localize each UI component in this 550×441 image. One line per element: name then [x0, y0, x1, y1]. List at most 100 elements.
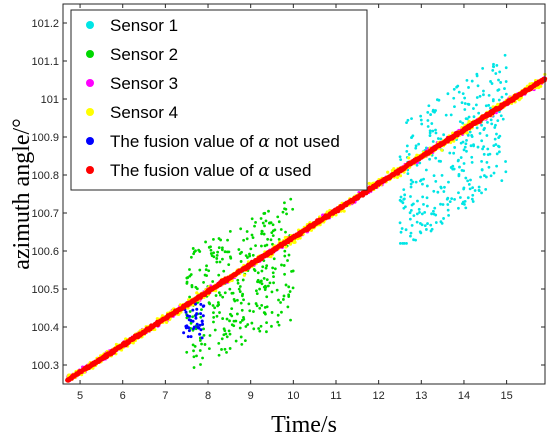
- point-series-1: [291, 286, 295, 290]
- x-tick-label: 10: [287, 390, 299, 402]
- x-tick-label: 13: [415, 390, 427, 402]
- point-series-0: [470, 161, 474, 164]
- point-series-1: [241, 292, 245, 296]
- point-series-1: [204, 240, 207, 244]
- point-series-1: [232, 319, 236, 323]
- point-series-0: [469, 178, 472, 182]
- point-series-1: [265, 305, 269, 309]
- point-series-1: [266, 237, 270, 241]
- point-series-1: [291, 207, 295, 211]
- point-series-0: [496, 119, 500, 122]
- point-series-0: [446, 92, 450, 96]
- point-series-1: [239, 301, 243, 305]
- point-series-0: [469, 144, 473, 148]
- point-series-1: [209, 252, 213, 255]
- point-series-1: [242, 298, 245, 302]
- point-series-1: [279, 228, 283, 231]
- point-series-0: [462, 186, 466, 190]
- y-tick-label: 100.3: [31, 360, 59, 372]
- point-series-1: [265, 243, 269, 247]
- point-series-0: [472, 107, 475, 110]
- point-series-1: [220, 348, 223, 351]
- point-series-0: [465, 78, 469, 82]
- point-series-0: [409, 234, 412, 238]
- x-tick-label: 14: [458, 390, 470, 402]
- point-series-0: [428, 157, 431, 161]
- point-series-0: [430, 122, 434, 125]
- point-series-1: [185, 350, 189, 354]
- point-series-0: [498, 134, 502, 138]
- point-series-1: [200, 308, 203, 311]
- point-series-0: [461, 92, 465, 96]
- point-series-1: [282, 264, 286, 267]
- point-series-0: [441, 203, 445, 206]
- point-series-4: [198, 323, 202, 327]
- point-series-1: [213, 306, 217, 310]
- point-series-1: [277, 237, 281, 241]
- point-series-0: [464, 176, 468, 180]
- point-series-1: [283, 272, 286, 276]
- point-series-0: [419, 179, 422, 183]
- x-tick-label: 15: [500, 390, 512, 402]
- point-series-4: [199, 312, 203, 316]
- point-series-1: [199, 363, 202, 366]
- points-layer: [65, 53, 548, 383]
- y-tick-label: 100.7: [31, 208, 59, 220]
- point-series-1: [281, 298, 285, 301]
- point-series-0: [485, 134, 489, 137]
- point-series-1: [233, 299, 237, 303]
- point-series-0: [460, 168, 464, 172]
- point-series-0: [480, 159, 483, 163]
- point-series-3: [293, 240, 297, 244]
- point-series-1: [225, 317, 229, 321]
- point-series-0: [466, 196, 470, 200]
- point-series-0: [455, 85, 459, 89]
- point-series-1: [244, 325, 248, 328]
- point-series-0: [484, 188, 488, 191]
- point-series-1: [286, 305, 290, 309]
- point-series-0: [421, 195, 425, 199]
- point-series-0: [423, 210, 427, 214]
- point-series-0: [487, 103, 491, 107]
- point-series-1: [212, 311, 215, 315]
- point-series-0: [432, 189, 436, 193]
- point-series-1: [203, 343, 207, 346]
- point-series-1: [256, 271, 260, 275]
- point-series-3: [395, 175, 400, 179]
- point-series-0: [429, 223, 433, 227]
- point-series-1: [283, 201, 286, 205]
- point-series-0: [463, 199, 467, 203]
- x-tick-label: 5: [77, 390, 83, 402]
- point-series-1: [268, 221, 272, 225]
- point-series-1: [287, 293, 291, 297]
- point-series-1: [194, 285, 198, 289]
- point-series-1: [192, 355, 196, 359]
- point-series-0: [439, 137, 443, 141]
- point-series-0: [489, 118, 493, 122]
- point-series-1: [190, 283, 194, 287]
- point-series-1: [222, 269, 226, 273]
- point-series-0: [497, 98, 501, 102]
- point-series-0: [487, 93, 491, 97]
- point-series-0: [490, 122, 494, 126]
- point-series-1: [234, 339, 238, 343]
- point-series-0: [478, 132, 482, 135]
- point-series-1: [277, 323, 281, 327]
- point-series-0: [504, 66, 508, 70]
- point-series-4: [186, 335, 190, 339]
- point-series-0: [447, 214, 450, 217]
- point-series-1: [220, 248, 224, 252]
- point-series-1: [212, 251, 216, 255]
- point-series-0: [492, 144, 496, 148]
- point-series-1: [220, 337, 224, 341]
- point-series-0: [456, 159, 460, 163]
- point-series-1: [225, 335, 229, 339]
- point-series-0: [414, 144, 418, 148]
- point-series-1: [212, 320, 215, 324]
- point-series-0: [481, 66, 485, 70]
- point-series-1: [287, 253, 291, 257]
- point-series-1: [215, 257, 219, 260]
- point-series-0: [470, 155, 474, 159]
- point-series-1: [241, 278, 245, 282]
- point-series-0: [448, 151, 452, 155]
